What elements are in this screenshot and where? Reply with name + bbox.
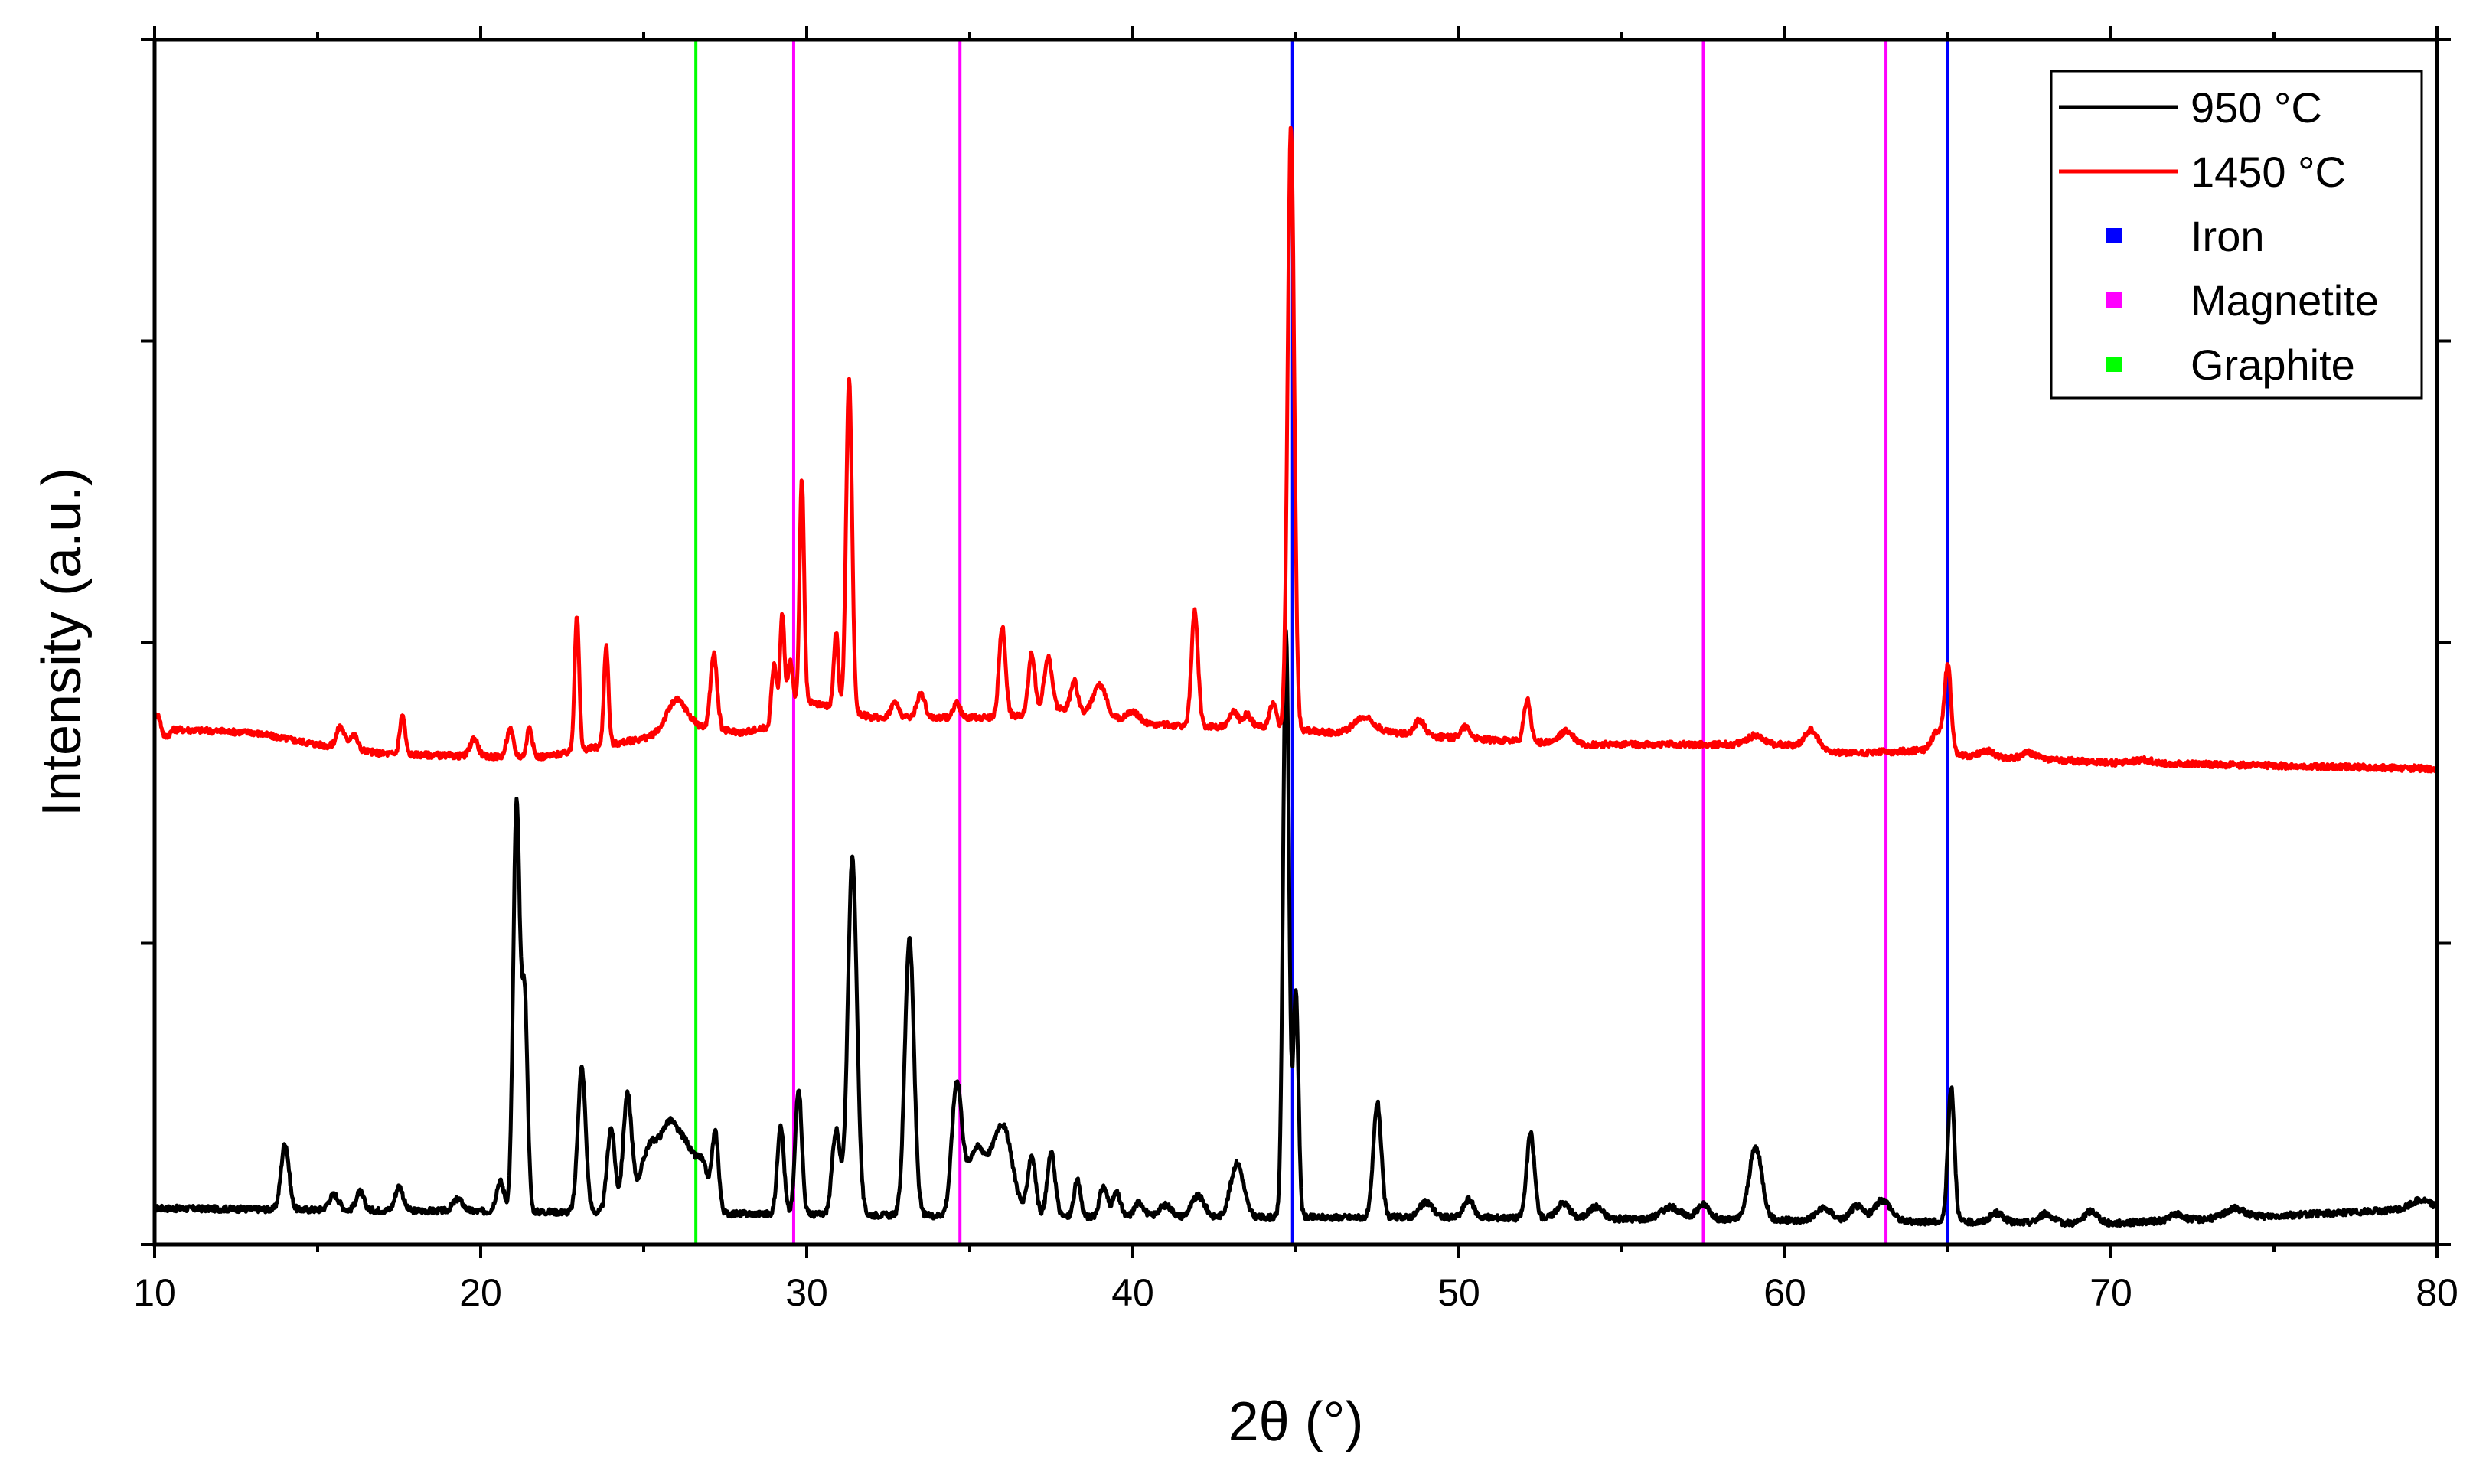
legend: 950 °C 1450 °C Iron Magnetite Graphite [2050, 70, 2423, 400]
legend-label: Iron [2191, 212, 2265, 260]
legend-swatch-square [2106, 292, 2122, 308]
series-line-1450c [152, 126, 2439, 774]
y-axis-title: Intensity (a.u.) [31, 468, 93, 817]
x-tick-label: 10 [133, 1271, 176, 1314]
x-tick-label: 50 [1437, 1271, 1480, 1314]
data-series [152, 126, 2439, 1228]
x-tick-label: 80 [2416, 1271, 2458, 1314]
reference-lines [694, 40, 1949, 1244]
legend-label: 950 °C [2191, 83, 2322, 132]
x-tick-labels: 10 20 30 40 50 60 70 80 [133, 1271, 2458, 1314]
x-tick-label: 20 [459, 1271, 502, 1314]
legend-swatch-square [2106, 357, 2122, 372]
x-tick-label: 70 [2090, 1271, 2132, 1314]
legend-label: Graphite [2191, 341, 2355, 389]
x-axis-title: 2θ (°) [1228, 1391, 1364, 1453]
x-tick-label: 30 [785, 1271, 828, 1314]
series-line-950c [153, 628, 2439, 1228]
x-tick-label: 60 [1763, 1271, 1806, 1314]
axis-ticks [141, 26, 2451, 1258]
legend-swatch-square [2106, 228, 2122, 243]
legend-label: Magnetite [2191, 276, 2379, 325]
x-tick-label: 40 [1111, 1271, 1154, 1314]
legend-label: 1450 °C [2191, 148, 2346, 196]
